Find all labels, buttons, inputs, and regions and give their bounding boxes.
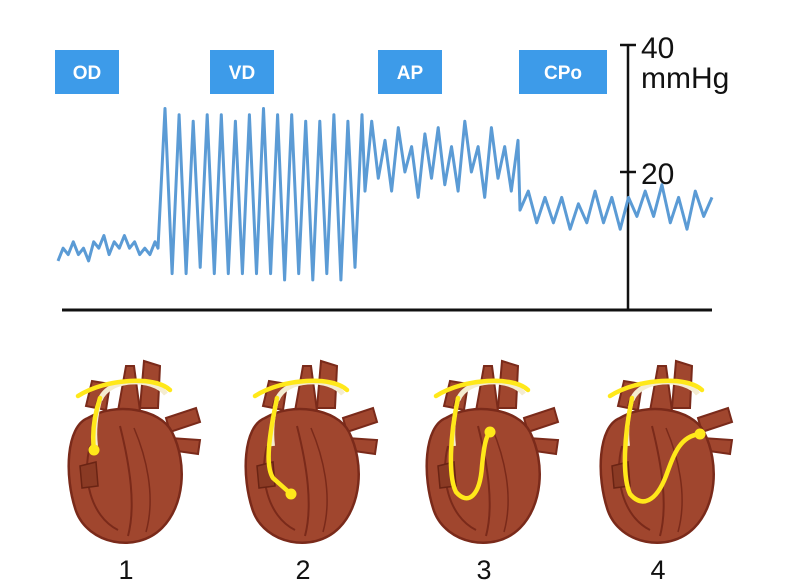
heart-panel-1: 1	[69, 361, 200, 581]
pressure-trace-line	[56, 107, 714, 282]
heart-panels: 1 2 3 4	[69, 361, 732, 581]
heart-panel-2: 2	[246, 361, 377, 581]
axis-tick-mid-label: 20	[641, 158, 674, 191]
chamber-label-box	[55, 50, 119, 94]
catheter-path	[607, 378, 705, 504]
catheter-tip	[88, 444, 100, 456]
chamber-label-text: OD	[73, 63, 102, 84]
panel-number: 1	[118, 555, 133, 581]
chamber-label-vd: VD	[210, 50, 274, 94]
axis-tick-top-label: 40	[641, 32, 674, 65]
chamber-label-text: VD	[229, 63, 255, 84]
catheter-tip	[285, 488, 297, 500]
chamber-label-od: OD	[55, 50, 119, 94]
trace-group	[56, 107, 714, 282]
chamber-label-cpo: CPo	[519, 50, 607, 94]
axis-unit-label: mmHg	[641, 62, 729, 95]
chamber-label-box	[210, 50, 274, 94]
panel-number: 3	[476, 555, 491, 581]
chamber-label-row: OD VD AP CPo	[55, 50, 607, 94]
chamber-label-text: CPo	[544, 63, 582, 84]
heart-panel-3: 3	[427, 361, 558, 581]
chamber-label-box	[378, 50, 442, 94]
chamber-label-text: AP	[397, 63, 424, 84]
panel-number: 4	[650, 555, 665, 581]
catheter-tip	[484, 426, 496, 438]
heart-panel-4: 4	[601, 361, 732, 581]
catheter-path	[433, 378, 531, 501]
chamber-label-ap: AP	[378, 50, 442, 94]
catheter-path	[252, 378, 350, 497]
pressure-tracing: 40 mmHg 20	[56, 32, 729, 312]
panel-number: 2	[295, 555, 310, 581]
catheter-tip	[694, 428, 706, 440]
chamber-label-box	[519, 50, 607, 94]
